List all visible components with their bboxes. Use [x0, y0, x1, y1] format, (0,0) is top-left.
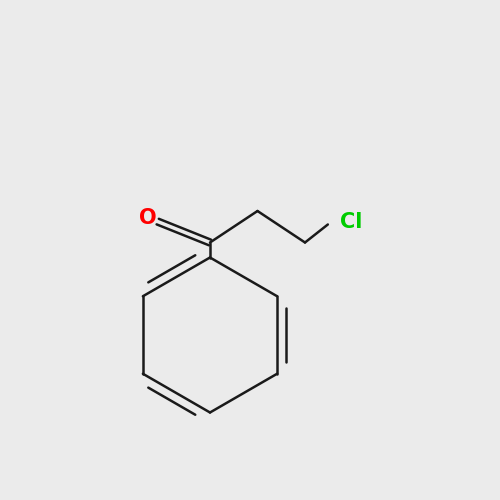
Text: Cl: Cl — [340, 212, 362, 233]
Text: O: O — [138, 208, 156, 228]
